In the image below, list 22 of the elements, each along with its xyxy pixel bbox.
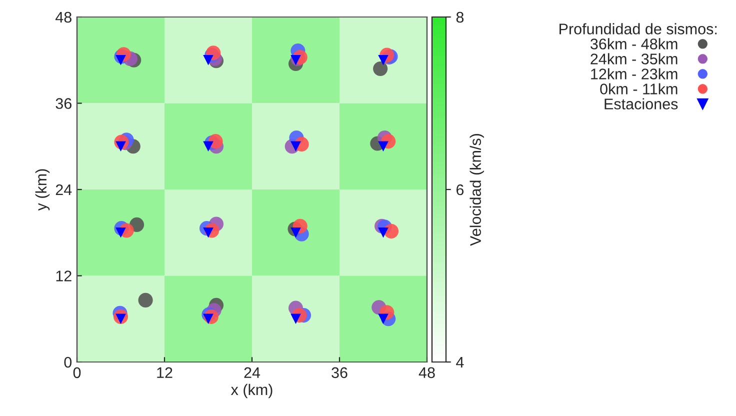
legend-label: 36km - 48km [590, 38, 678, 50]
legend-label: 24km - 35km [590, 53, 678, 64]
x-tick-label: 0 [73, 367, 81, 378]
color-bar-title: Velocidad (km/s) [470, 134, 484, 246]
x-tick-label: 48 [418, 367, 435, 378]
y-tick-label: 36 [56, 98, 72, 109]
color-bar-label: 8 [456, 12, 464, 23]
y-tick-label: 24 [56, 184, 72, 196]
y-tick-label: 12 [56, 270, 72, 282]
x-tick-label: 36 [332, 367, 348, 378]
legend-label: 12km - 23km [591, 68, 678, 80]
color-bar-label: 6 [456, 184, 464, 196]
x-tick-label: 12 [157, 367, 172, 378]
x-axis-title: x (km) [230, 384, 272, 398]
legend-label: Estaciones [604, 98, 678, 110]
y-axis-title: y (km) [35, 169, 50, 211]
legend-label: 0km - 11km [600, 83, 678, 94]
color-bar-label: 4 [456, 357, 464, 368]
y-tick-label: 0 [64, 356, 72, 368]
legend-title: Profundidad de sismos: [560, 23, 717, 34]
y-tick-label: 48 [56, 12, 72, 23]
x-tick-label: 24 [244, 367, 260, 378]
